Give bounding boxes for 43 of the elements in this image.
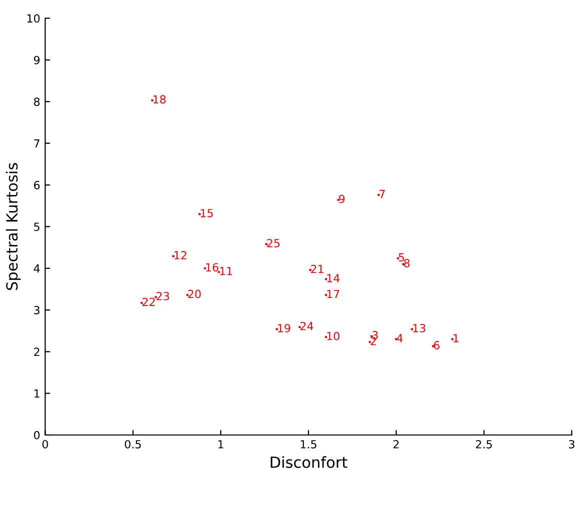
annotation: 18	[153, 95, 166, 104]
annotation: 16	[206, 263, 218, 272]
annotation: 14	[327, 274, 340, 282]
y-tick-label: 10	[27, 14, 40, 23]
annotation: 25	[267, 238, 280, 248]
annotation: 11	[220, 267, 232, 276]
annotation: 23	[156, 292, 170, 300]
annotation: 6	[434, 341, 440, 350]
y-tick-label: 3	[34, 306, 40, 314]
x-tick-label: 2.5	[476, 440, 492, 448]
x-tick-label: 2	[394, 440, 399, 448]
annotation: 12	[174, 251, 186, 260]
annotation: 15	[200, 209, 213, 218]
annotation: 24	[300, 322, 314, 330]
x-axis-title: Disconfort	[270, 456, 348, 468]
annotation: 9	[339, 194, 345, 204]
x-tick-label: 0	[42, 440, 48, 448]
x-tick-label: 1	[218, 440, 224, 448]
annotation: 7	[380, 190, 385, 198]
y-tick-label: 0	[34, 430, 40, 440]
annotation: 10	[327, 332, 340, 340]
x-tick-label: 0.5	[124, 440, 141, 448]
annotation: 19	[278, 324, 290, 332]
annotation: 17	[327, 290, 340, 298]
y-tick-label: 2	[34, 348, 40, 356]
annotation: 8	[404, 258, 410, 268]
x-tick-label: 3	[569, 440, 574, 448]
y-tick-label: 4	[34, 264, 40, 273]
y-axis-title: Spectral Kurtosis	[6, 163, 21, 290]
y-tick-label: 5	[34, 222, 40, 232]
annotation: 20	[188, 290, 201, 298]
y-tick-label: 8	[34, 98, 40, 106]
annotation: 1	[454, 334, 458, 342]
annotation: 22	[142, 298, 155, 306]
y-tick-label: 6	[34, 180, 40, 190]
annotation: 13	[413, 324, 426, 332]
y-tick-label: 1	[34, 389, 40, 398]
y-tick-label: 7	[34, 139, 40, 148]
y-tick-label: 9	[34, 56, 40, 64]
annotation: 5	[398, 253, 404, 262]
annotation: 4	[396, 334, 403, 342]
x-tick-label: 1.5	[300, 440, 316, 448]
annotation: 21	[311, 264, 324, 274]
